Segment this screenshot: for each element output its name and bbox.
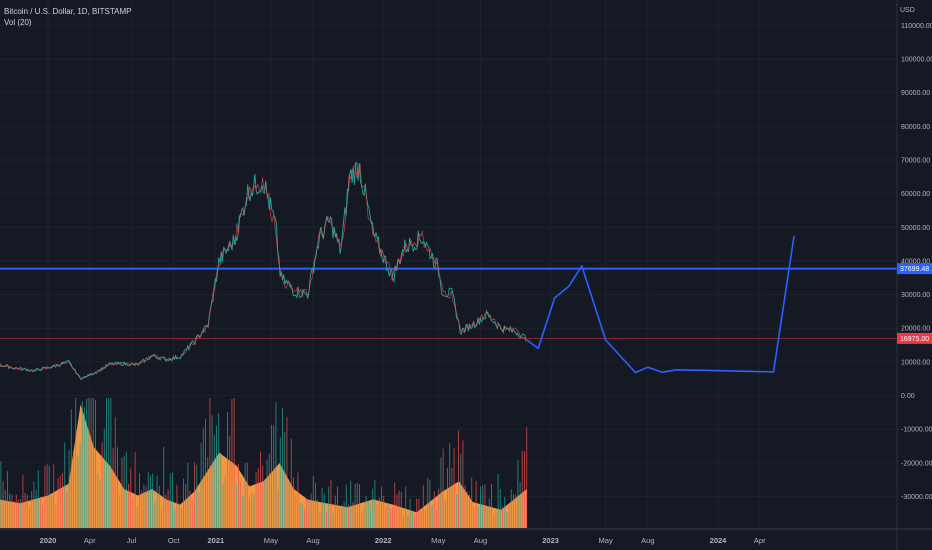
symbol-title[interactable]: Bitcoin / U.S. Dollar, 1D, BITSTAMP — [4, 7, 132, 16]
y-tick-label: 20000.00 — [901, 326, 930, 333]
volume-area — [0, 404, 527, 528]
price-badges: 37699.48 16975.00 — [897, 263, 932, 344]
x-tick-label: 2021 — [208, 536, 225, 545]
y-tick-label: 10000.00 — [901, 359, 930, 366]
y-tick-label: -30000.00 — [901, 494, 932, 501]
x-tick-label: 2024 — [710, 536, 728, 545]
price-badge-label: 37699.48 — [900, 266, 929, 273]
price-badge-label: 16975.00 — [900, 336, 929, 343]
y-tick-label: 100000.00 — [901, 57, 932, 64]
y-tick-label: 0.00 — [901, 393, 915, 400]
x-tick-label: Aug — [641, 536, 654, 545]
y-tick-label: 90000.00 — [901, 90, 930, 97]
horizontal-lines[interactable] — [0, 267, 897, 339]
resistance-price-badge — [897, 263, 932, 275]
x-tick-label: 2020 — [40, 536, 57, 545]
y-tick-label: 30000.00 — [901, 292, 930, 299]
price-line — [0, 162, 527, 380]
currency-label: USD — [900, 7, 915, 14]
x-tick-label: Aug — [306, 536, 319, 545]
x-tick-label: May — [599, 536, 613, 545]
y-tick-label: -20000.00 — [901, 460, 932, 467]
x-tick-label: Apr — [84, 536, 96, 545]
y-tick-label: 60000.00 — [901, 191, 930, 198]
x-tick-label: Apr — [754, 536, 766, 545]
x-tick-label: Oct — [168, 536, 181, 545]
chart-legend: Bitcoin / U.S. Dollar, 1D, BITSTAMP Vol … — [4, 6, 131, 28]
price-scale[interactable]: 110000.00 100000.00 90000.00 80000.00 70000.… — [901, 23, 932, 501]
y-tick-label: 50000.00 — [901, 225, 930, 232]
x-tick-label: 2022 — [375, 536, 392, 545]
price-pane — [0, 162, 527, 380]
volume-indicator-label[interactable]: Vol (20) — [4, 18, 32, 27]
projection-drawing[interactable] — [526, 235, 795, 374]
x-tick-label: May — [264, 536, 278, 545]
x-tick-label: Jul — [127, 536, 137, 545]
time-scale[interactable]: 2020 Apr Jul Oct 2021 May Aug 2022 May Aug 2023 May… — [40, 536, 766, 545]
price-line-bearish — [0, 163, 527, 379]
x-tick-label: 2023 — [542, 536, 559, 545]
y-tick-label: 110000.00 — [901, 23, 932, 30]
y-tick-label: -10000.00 — [901, 427, 932, 434]
y-tick-label: 40000.00 — [901, 258, 930, 265]
x-tick-label: May — [431, 536, 445, 545]
volume-pane — [0, 398, 528, 528]
y-tick-label: 80000.00 — [901, 124, 930, 131]
grid — [0, 0, 897, 529]
x-tick-label: Aug — [474, 536, 487, 545]
last-price-badge — [897, 332, 932, 344]
y-tick-label: 70000.00 — [901, 157, 930, 164]
